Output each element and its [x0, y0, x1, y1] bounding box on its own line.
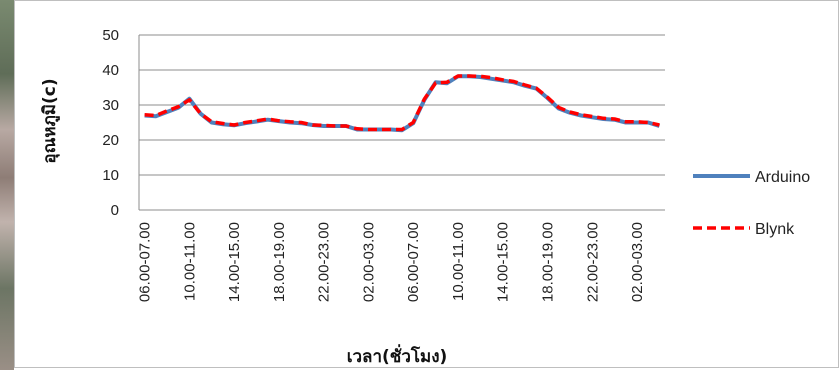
x-tick-labels: 06.00-07.00 10.00-11.00 14.00-15.00 18.00-1… [137, 222, 646, 302]
x-tick-label: 06.00-07.00 [405, 222, 422, 302]
x-tick-label: 22.00-23.00 [316, 222, 333, 302]
x-tick-label: 22.00-23.00 [584, 222, 601, 302]
x-tick-label: 14.00-15.00 [495, 222, 512, 302]
line-chart: 0 10 20 30 40 50 06.00-07.00 10.00-11.00 14.00-… [40, 27, 810, 367]
y-tick-label: 10 [102, 167, 119, 184]
x-tick-label: 18.00-19.00 [271, 222, 288, 302]
x-tick-label: 06.00-07.00 [137, 222, 154, 302]
legend-label-blynk: Blynk [755, 221, 795, 238]
y-tick-label: 30 [102, 97, 119, 114]
x-tick-label: 18.00-19.00 [539, 222, 556, 302]
y-tick-label: 40 [102, 62, 119, 79]
y-tick-label: 50 [102, 27, 119, 44]
background-photo-strip [0, 0, 14, 370]
x-tick-label: 02.00-03.00 [629, 222, 646, 302]
legend: Arduino Blynk [693, 169, 810, 238]
x-tick-label: 14.00-15.00 [226, 222, 243, 302]
x-tick-label: 02.00-03.00 [360, 222, 377, 302]
x-tick-label: 10.00-11.00 [181, 222, 198, 301]
x-axis-title: เวลา(ชั่วโมง) [347, 344, 448, 367]
axes [138, 35, 665, 211]
chart-container: 0 10 20 30 40 50 06.00-07.00 10.00-11.00 14.00-… [14, 0, 839, 368]
series-lines [144, 74, 660, 133]
series-line-blynk [144, 74, 660, 132]
y-tick-label: 20 [102, 132, 119, 149]
x-tick-label: 10.00-11.00 [450, 222, 467, 301]
y-tick-label: 0 [111, 202, 119, 219]
y-axis-title: อุณหภูมิ(c) [40, 78, 61, 163]
y-tick-labels: 0 10 20 30 40 50 [102, 27, 119, 219]
legend-label-arduino: Arduino [755, 169, 810, 186]
gridlines [139, 34, 665, 176]
